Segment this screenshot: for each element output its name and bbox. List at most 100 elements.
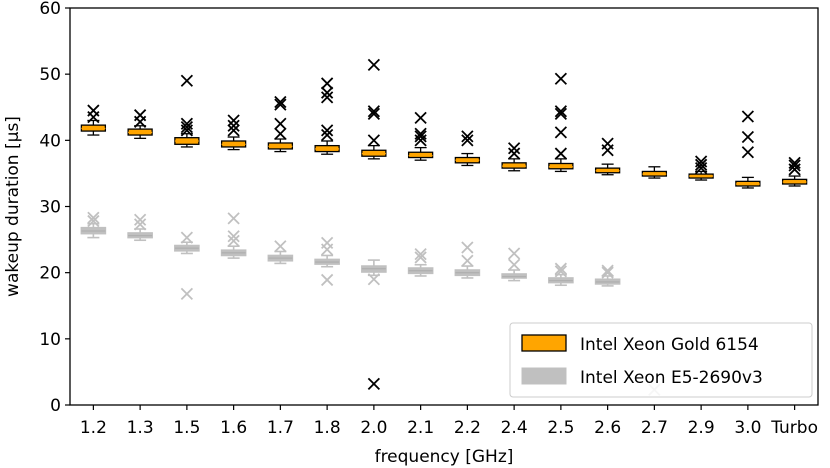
flier-stroke-b — [367, 273, 381, 286]
flier-stroke-b — [274, 127, 287, 140]
flier-stroke-b — [554, 105, 568, 118]
flier-0-2.0-2 — [367, 105, 381, 118]
flier-stroke-b — [320, 128, 334, 142]
flier-stroke-b — [507, 147, 521, 160]
flier-1-2.1-1 — [414, 248, 427, 261]
flier-stroke-b — [367, 377, 381, 390]
flier-stroke-b — [87, 211, 100, 224]
x-tick-label-1.5: 1.5 — [173, 418, 200, 438]
y-tick-label-10: 10 — [39, 330, 61, 350]
flier-stroke-b — [180, 120, 194, 134]
flier-1-1.6-2 — [227, 212, 240, 225]
flier-0-1.5-1 — [180, 120, 194, 134]
flier-0-2.4-0 — [507, 147, 521, 160]
legend-frame — [509, 322, 813, 398]
flier-stroke-b — [741, 146, 755, 159]
flier-stroke-b — [367, 134, 381, 147]
flier-1-2.4-0 — [507, 258, 521, 271]
flier-0-2.9-1 — [694, 158, 708, 171]
flier-stroke-b — [507, 247, 521, 260]
box-1-2.4 — [501, 273, 527, 279]
flier-stroke-b — [554, 265, 568, 278]
flier-stroke-b — [367, 105, 381, 118]
flier-stroke-b — [274, 240, 287, 253]
flier-1-1.3-1 — [133, 213, 147, 226]
flier-0-2.6-1 — [601, 137, 614, 150]
flier-stroke-b — [320, 86, 334, 99]
flier-0-1.6-2 — [227, 114, 240, 127]
flier-0-1.3-1 — [133, 109, 147, 122]
flier-0-1.5-3 — [180, 74, 194, 87]
x-tick-label-1.3: 1.3 — [127, 418, 154, 438]
flier-0-2.0-3 — [367, 58, 381, 72]
y-tick-label-40: 40 — [39, 131, 61, 151]
flier-0-2.0-4 — [367, 377, 381, 390]
flier-stroke-b — [87, 214, 100, 228]
flier-0-1.7-0 — [274, 127, 287, 140]
flier-stroke-b — [554, 262, 568, 275]
flier-stroke-b — [227, 114, 240, 127]
series-layer — [80, 58, 808, 396]
flier-stroke-b — [274, 98, 287, 111]
x-tick-label-2.5: 2.5 — [547, 418, 574, 438]
flier-0-Turbo-2 — [788, 156, 801, 169]
x-tick-label-Turbo: Turbo — [770, 418, 818, 438]
flier-0-2.5-0 — [554, 147, 568, 160]
flier-1-2.4-1 — [507, 247, 521, 260]
flier-stroke-b — [227, 212, 240, 225]
flier-1-2.2-1 — [461, 241, 474, 254]
flier-stroke-b — [554, 126, 568, 139]
flier-0-2.2-0 — [461, 134, 474, 147]
flier-0-2.5-4 — [554, 72, 568, 85]
box-0-2.4 — [501, 162, 527, 169]
flier-1-1.3-0 — [133, 218, 147, 231]
flier-stroke-b — [133, 213, 147, 226]
x-tick-label-2.7: 2.7 — [641, 418, 668, 438]
flier-1-1.6-1 — [227, 230, 240, 243]
flier-stroke-b — [320, 124, 334, 137]
x-axis-label: frequency [GHz] — [375, 447, 514, 467]
flier-0-2.1-2 — [414, 127, 427, 140]
flier-0-1.7-3 — [274, 95, 287, 109]
flier-1-2.6-0 — [601, 266, 614, 279]
series-1 — [80, 211, 661, 396]
x-tick-label-2.4: 2.4 — [501, 418, 528, 438]
legend-label-gold-6154: Intel Xeon Gold 6154 — [580, 335, 759, 355]
x-tick-label-1.7: 1.7 — [267, 418, 294, 438]
flier-stroke-b — [461, 134, 474, 147]
flier-0-1.2-1 — [87, 104, 100, 117]
y-tick-label-0: 0 — [50, 396, 61, 416]
flier-1-1.5-1 — [180, 287, 194, 300]
y-axis: 0 10 20 30 40 50 60 — [39, 0, 70, 416]
flier-stroke-b — [133, 109, 147, 122]
flier-0-1.5-2 — [180, 117, 194, 130]
flier-0-1.8-2 — [320, 91, 334, 104]
flier-1-1.2-0 — [87, 214, 100, 228]
flier-0-1.8-0 — [320, 128, 334, 142]
flier-stroke-b — [461, 130, 474, 143]
x-tick-label-1.8: 1.8 — [314, 418, 341, 438]
flier-stroke-b — [741, 130, 755, 144]
flier-stroke-b — [180, 231, 194, 244]
flier-0-2.5-1 — [554, 126, 568, 139]
flier-0-2.0-1 — [367, 107, 381, 121]
flier-stroke-b — [694, 155, 708, 168]
legend-swatch-gold-6154 — [521, 334, 567, 352]
x-tick-label-2.9: 2.9 — [688, 418, 715, 438]
flier-1-2.1-0 — [414, 251, 427, 264]
flier-0-1.8-3 — [320, 86, 334, 99]
flier-0-2.1-1 — [414, 130, 427, 143]
legend: Intel Xeon Gold 6154 Intel Xeon E5-2690v… — [509, 322, 813, 398]
flier-stroke-b — [507, 258, 521, 271]
flier-stroke-b — [320, 236, 334, 250]
y-tick-label-30: 30 — [39, 198, 61, 218]
flier-0-2.5-3 — [554, 105, 568, 118]
flier-stroke-b — [601, 266, 614, 279]
flier-stroke-b — [414, 127, 427, 140]
flier-0-1.7-1 — [274, 117, 287, 130]
flier-0-2.9-2 — [694, 155, 708, 168]
flier-stroke-b — [320, 273, 334, 287]
x-tick-label-3.0: 3.0 — [734, 418, 761, 438]
flier-stroke-b — [227, 124, 240, 137]
